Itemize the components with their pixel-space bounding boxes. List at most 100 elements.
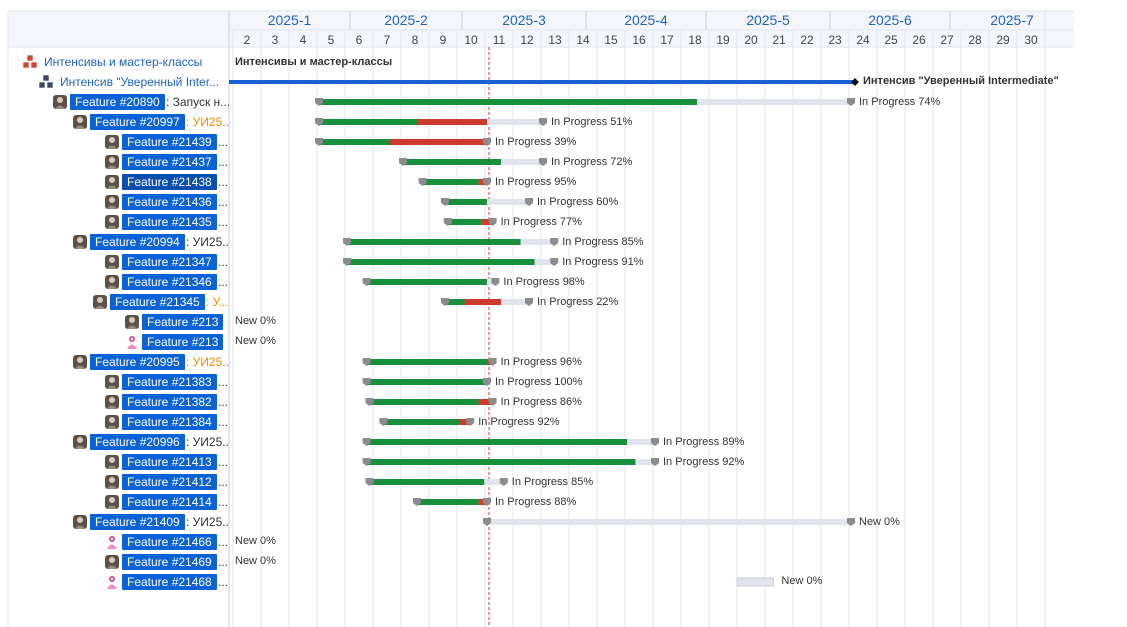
- feature-id-chip[interactable]: Feature #21384: [122, 414, 217, 430]
- bar-handle[interactable]: [539, 158, 547, 166]
- feature-title[interactable]: : Запуск н...: [166, 95, 229, 109]
- tree-feature-row[interactable]: Feature #21414...: [8, 492, 229, 512]
- bar-handle[interactable]: [441, 198, 449, 206]
- feature-title[interactable]: : УИ25...: [186, 515, 229, 529]
- bar-handle[interactable]: [550, 258, 559, 266]
- bar-handle[interactable]: [362, 278, 371, 286]
- feature-title[interactable]: ...: [218, 555, 229, 569]
- bar-handle[interactable]: [315, 138, 323, 146]
- tree-feature-row[interactable]: Feature #21347...: [8, 252, 229, 272]
- feature-title[interactable]: ...: [218, 475, 229, 489]
- bar-handle[interactable]: [379, 418, 388, 426]
- tree-feature-row[interactable]: Feature #21466...: [8, 532, 229, 552]
- tree-feature-row[interactable]: Feature #21346...: [8, 272, 229, 292]
- tree-feature-row[interactable]: Feature #21438...: [8, 172, 229, 192]
- feature-id-chip[interactable]: Feature #21438: [122, 174, 217, 190]
- bar-handle[interactable]: [550, 238, 559, 246]
- tree-feature-row[interactable]: Feature #21409: УИ25...: [8, 512, 229, 532]
- feature-title[interactable]: ...: [218, 455, 229, 469]
- bar-handle[interactable]: [651, 438, 659, 446]
- feature-id-chip[interactable]: Feature #21414: [122, 494, 217, 510]
- group-label[interactable]: Интенсивы и мастер-классы: [44, 55, 203, 69]
- bar-handle[interactable]: [362, 358, 371, 366]
- feature-title[interactable]: ...: [218, 255, 229, 269]
- bar-handle[interactable]: [466, 418, 475, 426]
- bar-handle[interactable]: [365, 398, 374, 406]
- tree-feature-row[interactable]: Feature #20994: УИ25...: [8, 232, 229, 252]
- tree-feature-row[interactable]: Feature #21469...: [8, 552, 229, 572]
- feature-id-chip[interactable]: Feature #21435: [122, 214, 217, 230]
- bar-handle[interactable]: [499, 478, 508, 486]
- bar-handle[interactable]: [362, 378, 371, 386]
- bar-handle[interactable]: [539, 118, 547, 126]
- feature-title[interactable]: ...: [218, 275, 229, 289]
- bar-handle[interactable]: [362, 438, 371, 446]
- bar-handle[interactable]: [847, 518, 855, 526]
- tree-feature-row[interactable]: Feature #20890: Запуск н...: [8, 92, 229, 112]
- tree-feature-row[interactable]: Feature #21412...: [8, 472, 229, 492]
- bar-handle[interactable]: [443, 218, 452, 226]
- bar-handle[interactable]: [651, 458, 659, 466]
- tree-feature-row[interactable]: Feature #213: [8, 332, 229, 352]
- tree-feature-row[interactable]: Feature #21436...: [8, 192, 229, 212]
- bar-handle[interactable]: [491, 278, 500, 286]
- feature-id-chip[interactable]: Feature #20996: [90, 434, 185, 450]
- feature-id-chip[interactable]: Feature #21345: [110, 294, 205, 310]
- tree-feature-row[interactable]: Feature #20996: УИ25...: [8, 432, 229, 452]
- tree-group-row[interactable]: Интенсив "Уверенный Inter...: [8, 72, 229, 92]
- bar-handle[interactable]: [488, 398, 497, 406]
- feature-title[interactable]: ...: [218, 395, 229, 409]
- feature-title[interactable]: ...: [218, 215, 229, 229]
- feature-id-chip[interactable]: Feature #21409: [90, 514, 185, 530]
- feature-title[interactable]: ...: [218, 575, 229, 589]
- bar-handle[interactable]: [483, 378, 491, 386]
- summary-bar[interactable]: [229, 80, 855, 84]
- unscheduled-bar[interactable]: [736, 577, 774, 587]
- tree-feature-row[interactable]: Feature #21435...: [8, 212, 229, 232]
- feature-title[interactable]: ...: [218, 535, 229, 549]
- milestone-diamond[interactable]: [851, 78, 859, 86]
- feature-id-chip[interactable]: Feature #213: [142, 334, 224, 350]
- feature-id-chip[interactable]: Feature #20997: [90, 114, 185, 130]
- bar-handle[interactable]: [847, 98, 855, 106]
- feature-title[interactable]: ...: [218, 175, 229, 189]
- bar-handle[interactable]: [488, 358, 497, 366]
- bar-handle[interactable]: [399, 158, 407, 166]
- feature-title[interactable]: ...: [218, 495, 229, 509]
- feature-title[interactable]: ...: [218, 135, 229, 149]
- tree-feature-row[interactable]: Feature #21439...: [8, 132, 229, 152]
- bar-handle[interactable]: [483, 138, 491, 146]
- tree-feature-row[interactable]: Feature #21383...: [8, 372, 229, 392]
- feature-id-chip[interactable]: Feature #21346: [122, 274, 217, 290]
- feature-title[interactable]: ...: [218, 415, 229, 429]
- feature-id-chip[interactable]: Feature #21468: [122, 574, 217, 590]
- bar-handle[interactable]: [315, 98, 323, 106]
- tree-feature-row[interactable]: Feature #21382...: [8, 392, 229, 412]
- feature-title[interactable]: : УИ25...: [186, 355, 229, 369]
- bar-handle[interactable]: [362, 458, 371, 466]
- tree-feature-row[interactable]: Feature #21413...: [8, 452, 229, 472]
- bar-handle[interactable]: [483, 178, 491, 186]
- bar-handle[interactable]: [315, 118, 323, 126]
- tree-feature-row[interactable]: Feature #21345: У...: [8, 292, 229, 312]
- tree-feature-row[interactable]: Feature #21468...: [8, 572, 229, 592]
- bar-handle[interactable]: [441, 298, 449, 306]
- feature-id-chip[interactable]: Feature #21383: [122, 374, 217, 390]
- feature-id-chip[interactable]: Feature #21437: [122, 154, 217, 170]
- tree-feature-row[interactable]: Feature #21437...: [8, 152, 229, 172]
- bar-handle[interactable]: [413, 498, 421, 506]
- feature-id-chip[interactable]: Feature #21382: [122, 394, 217, 410]
- bar-handle[interactable]: [343, 258, 351, 266]
- feature-id-chip[interactable]: Feature #213: [142, 314, 224, 330]
- feature-id-chip[interactable]: Feature #20994: [90, 234, 185, 250]
- feature-title[interactable]: ...: [218, 155, 229, 169]
- bar-handle[interactable]: [365, 478, 374, 486]
- feature-id-chip[interactable]: Feature #21413: [122, 454, 217, 470]
- feature-id-chip[interactable]: Feature #21412: [122, 474, 217, 490]
- feature-title[interactable]: : УИ25...: [186, 235, 229, 249]
- bar-handle[interactable]: [483, 498, 491, 506]
- feature-id-chip[interactable]: Feature #21439: [122, 134, 217, 150]
- bar-handle[interactable]: [488, 218, 497, 226]
- group-label[interactable]: Интенсив "Уверенный Inter...: [60, 75, 220, 89]
- task-bar-remaining[interactable]: [487, 519, 851, 525]
